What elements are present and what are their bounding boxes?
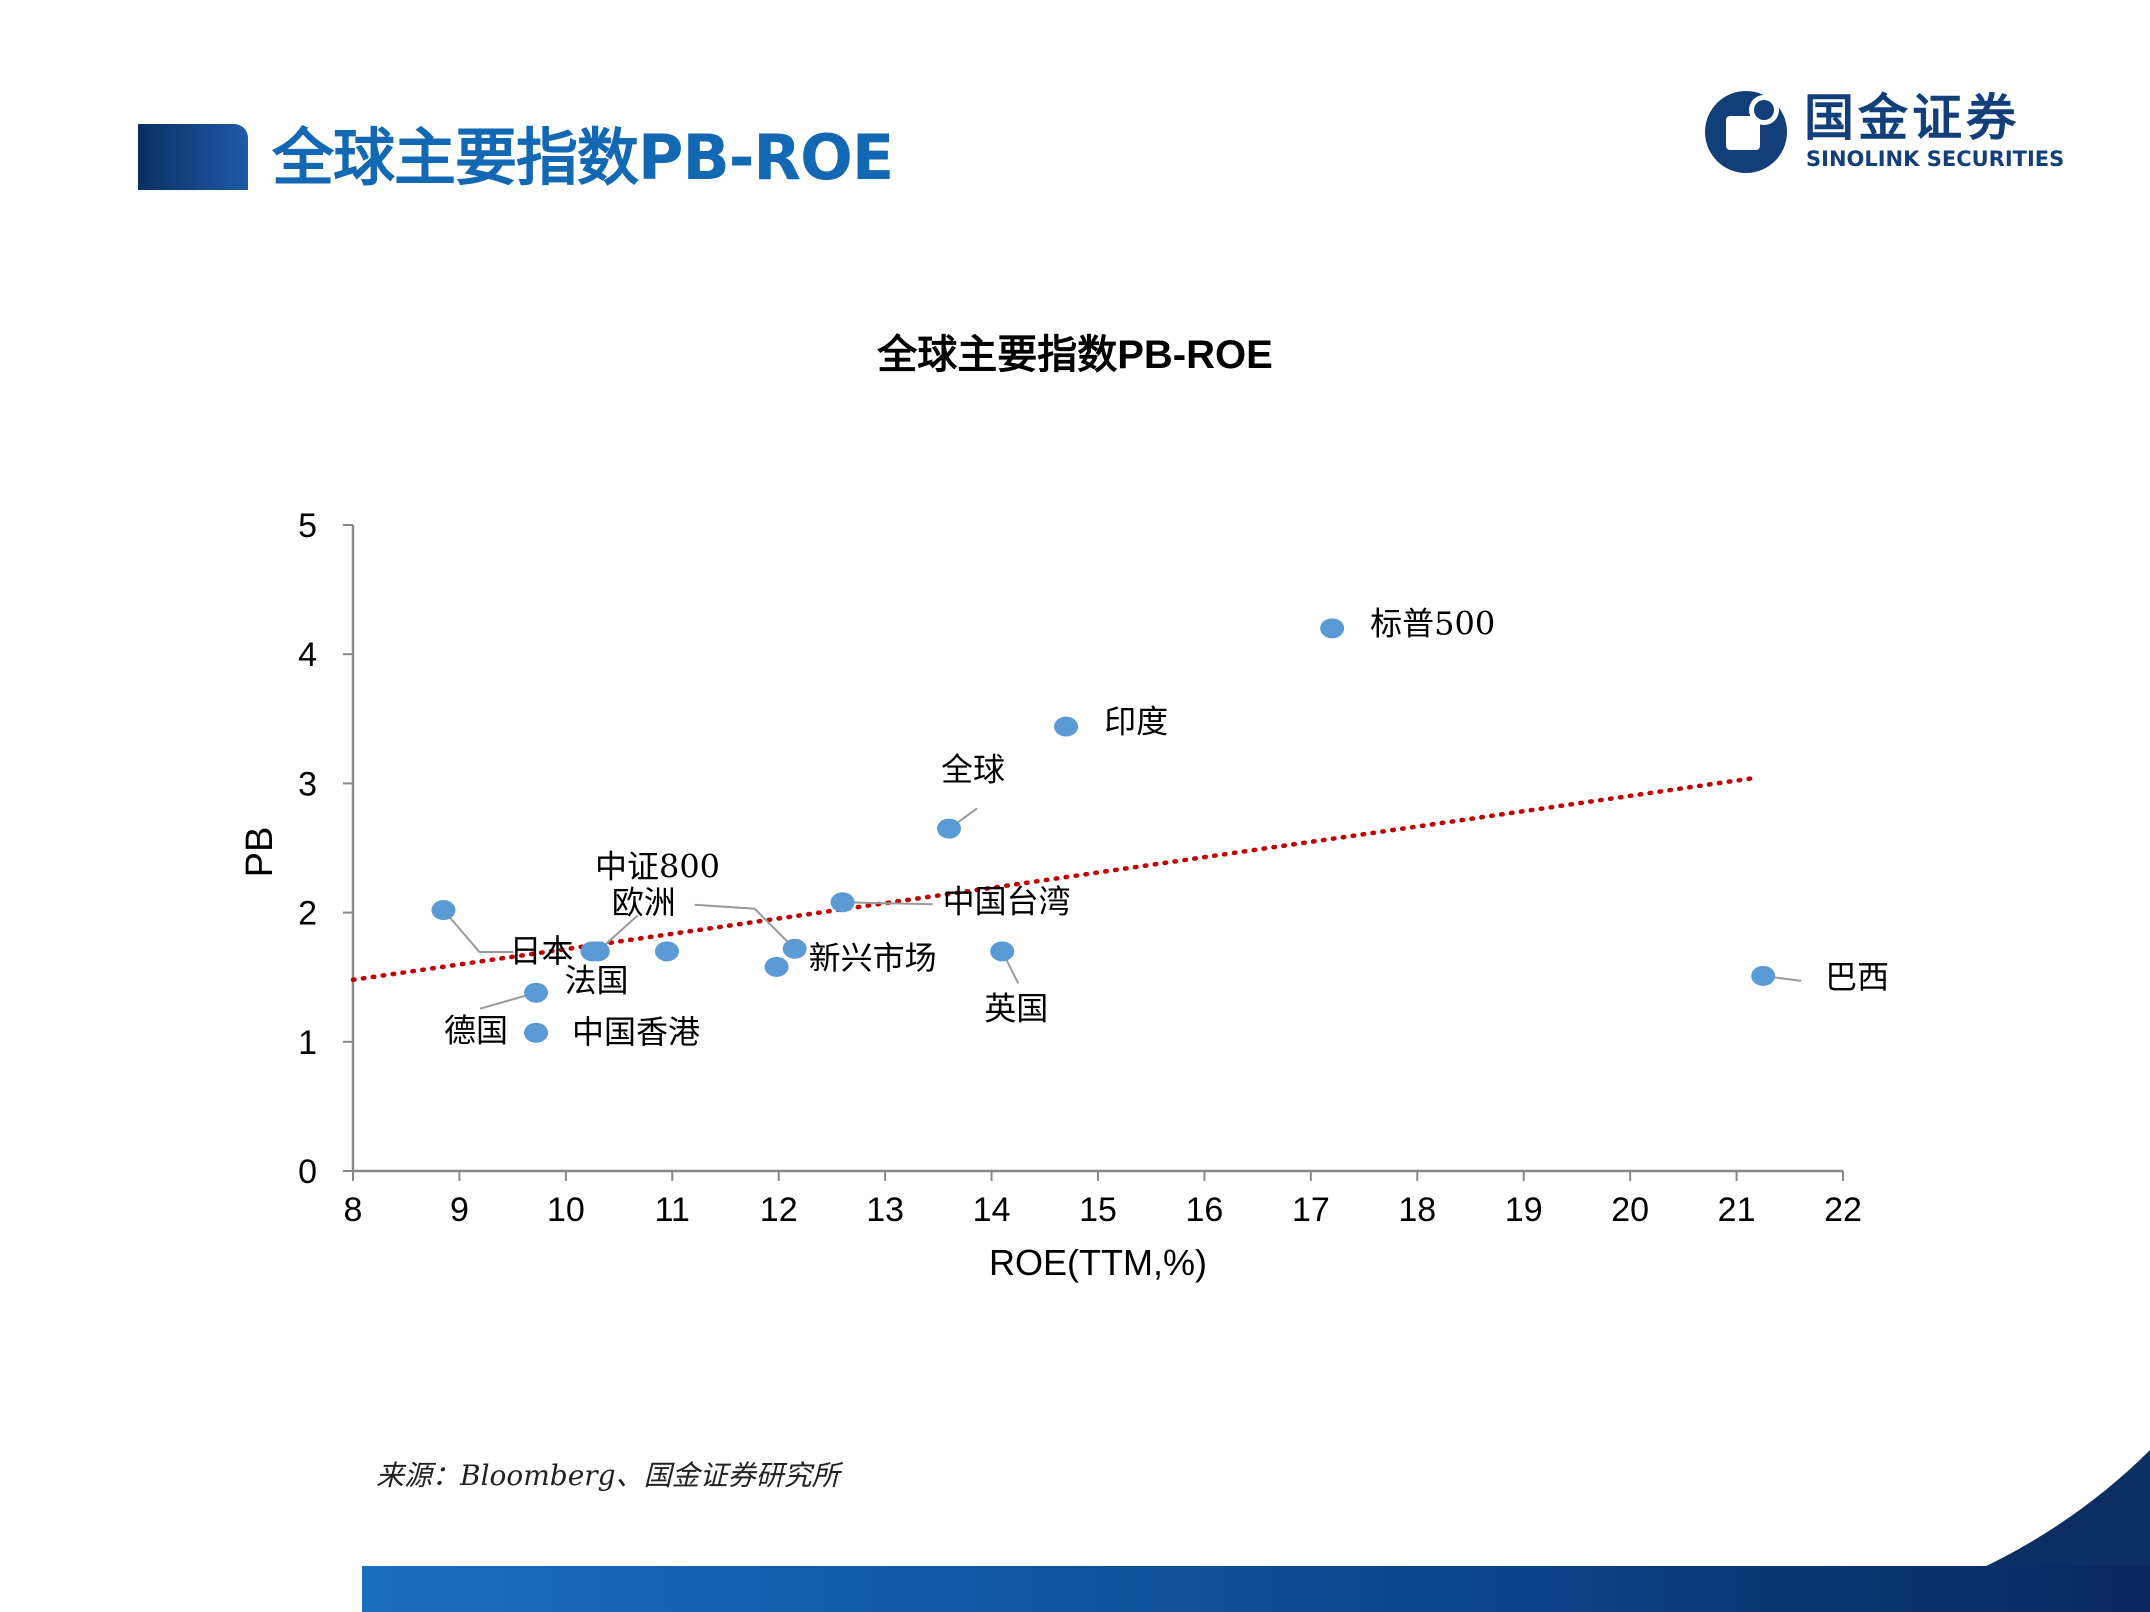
x-tick-label: 17 (1292, 1191, 1330, 1229)
x-tick-label: 10 (547, 1191, 585, 1229)
scatter-point (830, 892, 855, 913)
point-label: 中国台湾 (943, 882, 1071, 920)
logo-english-name: SINOLINK SECURITIES (1806, 147, 2065, 171)
title-accent-bar (138, 124, 248, 190)
x-axis-label: ROE(TTM,%) (989, 1242, 1207, 1283)
scatter-point (1320, 618, 1345, 639)
scatter-point (654, 941, 679, 962)
point-label: 中国香港 (572, 1013, 700, 1051)
point-label: 德国 (444, 1012, 508, 1050)
data-points (431, 618, 1776, 1043)
scatter-point (580, 941, 605, 962)
point-label: 标普500 (1370, 604, 1495, 642)
footer-bar (362, 1566, 2150, 1612)
y-tick-label: 1 (298, 1024, 317, 1062)
x-tick-label: 12 (760, 1191, 798, 1229)
x-tick-label: 14 (973, 1191, 1011, 1229)
scatter-point (524, 982, 549, 1003)
y-tick-label: 2 (298, 895, 317, 933)
page-title: 全球主要指数PB-ROE (272, 121, 894, 194)
label-leader-lines (442, 807, 1802, 1010)
x-tick-label: 20 (1611, 1191, 1649, 1229)
scatter-point (524, 1022, 549, 1043)
y-tick-label: 3 (298, 765, 317, 803)
point-label: 英国 (984, 989, 1048, 1027)
x-tick-label: 13 (866, 1191, 904, 1229)
scatter-point (990, 941, 1015, 962)
point-label: 日本 (509, 932, 573, 970)
scatter-point (937, 818, 961, 839)
point-label: 新兴市场 (809, 939, 937, 977)
x-tick-label: 18 (1398, 1191, 1436, 1229)
y-axis-label: PB (239, 827, 281, 878)
leader-line (694, 903, 796, 950)
point-label: 全球 (941, 751, 1005, 789)
x-tick-label: 8 (344, 1191, 363, 1229)
x-tick-label: 22 (1824, 1191, 1862, 1229)
x-tick-label: 15 (1079, 1191, 1117, 1229)
leader-line (842, 901, 933, 906)
logo-chinese-name: 国金证券 (1804, 89, 2020, 147)
scatter-point (431, 900, 456, 921)
point-label: 巴西 (1825, 958, 1889, 996)
x-tick-label: 11 (655, 1191, 690, 1229)
point-label: 欧洲 (612, 883, 676, 921)
point-label: 印度 (1104, 703, 1168, 741)
y-tick-label: 0 (298, 1153, 317, 1191)
x-tick-label: 19 (1505, 1191, 1543, 1229)
point-label: 法国 (564, 961, 628, 999)
x-tick-label: 21 (1718, 1191, 1756, 1229)
scatter-point (782, 938, 807, 959)
chart-title: 全球主要指数PB-ROE (876, 332, 1273, 377)
trend-line (350, 775, 1755, 983)
y-tick-label: 4 (298, 636, 317, 674)
scatter-point (1054, 716, 1079, 737)
point-label: 中证800 (595, 847, 720, 885)
y-tick-label: 5 (298, 507, 317, 545)
x-tick-label: 16 (1186, 1191, 1224, 1229)
x-tick-label: 9 (450, 1191, 469, 1229)
scatter-point (764, 956, 789, 977)
company-logo: 国金证券 SINOLINK SECURITIES (1704, 88, 2084, 180)
scatter-point (1751, 965, 1776, 986)
source-note: 来源：Bloomberg、国金证券研究所 (376, 1459, 840, 1492)
sinolink-logo-icon (1705, 91, 1787, 173)
leader-line (442, 909, 514, 954)
